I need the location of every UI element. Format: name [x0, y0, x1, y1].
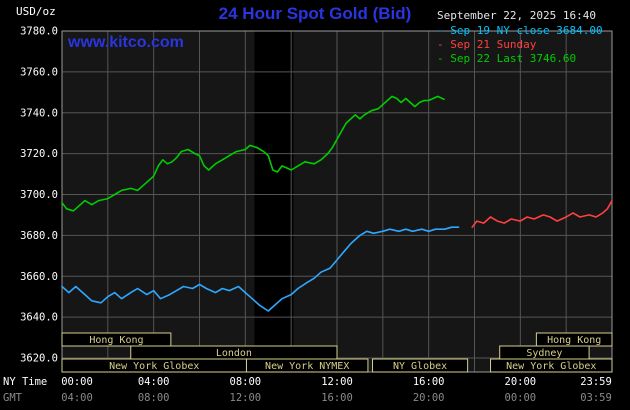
- x-axis-ny-caption: NY Time: [3, 376, 47, 388]
- legend-dash-icon: -: [437, 24, 451, 37]
- session-box: [245, 358, 369, 373]
- x-tick-ny-label: 04:00: [138, 376, 170, 388]
- session-label: Hong Kong: [547, 335, 601, 346]
- session-label: New York Globex: [109, 361, 199, 372]
- x-tick-gmt-label: 16:00: [321, 392, 353, 404]
- y-tick-label: 3720.0: [20, 148, 58, 160]
- session-label: New York NYMEX: [265, 361, 349, 372]
- legend-dash-icon: -: [437, 52, 451, 65]
- x-tick-gmt-label: 08:00: [138, 392, 170, 404]
- y-tick-label: 3640.0: [20, 312, 58, 324]
- x-tick-gmt-label: 00:00: [505, 392, 537, 404]
- price-line: [471, 199, 613, 228]
- legend-item: - Sep 22 Last 3746.60: [437, 52, 603, 66]
- session-label: New York Globex: [506, 361, 596, 372]
- x-tick-ny-label: 08:00: [230, 376, 262, 388]
- x-tick-ny-label: 23:59: [580, 376, 612, 388]
- y-tick-label: 3660.0: [20, 271, 58, 283]
- x-tick-ny-label: 00:00: [61, 376, 93, 388]
- legend-item: - Sep 21 Sunday: [437, 38, 603, 52]
- x-axis-gmt-caption: GMT: [3, 392, 23, 404]
- price-line: [61, 226, 460, 312]
- session-label: Hong Kong: [89, 335, 143, 346]
- session-box: [61, 332, 172, 347]
- session-label: NY Globex: [393, 361, 447, 372]
- session-label: London: [216, 348, 252, 359]
- legend-label: Sep 19 NY close 3684.00: [450, 24, 603, 37]
- y-tick-label: 3740.0: [20, 107, 58, 119]
- legend-label: Sep 22 Last 3746.60: [450, 52, 577, 65]
- legend-dash-icon: -: [437, 38, 451, 51]
- x-tick-ny-label: 12:00: [321, 376, 353, 388]
- x-tick-gmt-label: 12:00: [230, 392, 262, 404]
- session-box: [372, 358, 469, 373]
- y-tick-label: 3680.0: [20, 230, 58, 242]
- x-tick-gmt-label: 03:59: [580, 392, 612, 404]
- chart-datetime: September 22, 2025 16:40: [437, 9, 596, 22]
- x-tick-ny-label: 20:00: [505, 376, 537, 388]
- y-tick-label: 3760.0: [20, 66, 58, 78]
- legend: - Sep 19 NY close 3684.00- Sep 21 Sunday…: [437, 24, 603, 66]
- legend-label: Sep 21 Sunday: [450, 38, 537, 51]
- x-tick-gmt-label: 20:00: [413, 392, 445, 404]
- chart-title: 24 Hour Spot Gold (Bid): [218, 4, 412, 23]
- y-tick-label: 3620.0: [20, 353, 58, 365]
- x-tick-gmt-label: 04:00: [61, 392, 93, 404]
- kitco-link[interactable]: www.kitco.com: [68, 34, 184, 51]
- session-box: [490, 358, 613, 373]
- session-label: Sydney: [526, 348, 562, 359]
- y-tick-label: 3780.0: [20, 26, 58, 38]
- y-tick-label: 3700.0: [20, 189, 58, 201]
- legend-item: - Sep 19 NY close 3684.00: [437, 24, 603, 38]
- y-axis-units-label: USD/oz: [16, 5, 56, 18]
- x-tick-ny-label: 16:00: [413, 376, 445, 388]
- price-line: [61, 95, 445, 212]
